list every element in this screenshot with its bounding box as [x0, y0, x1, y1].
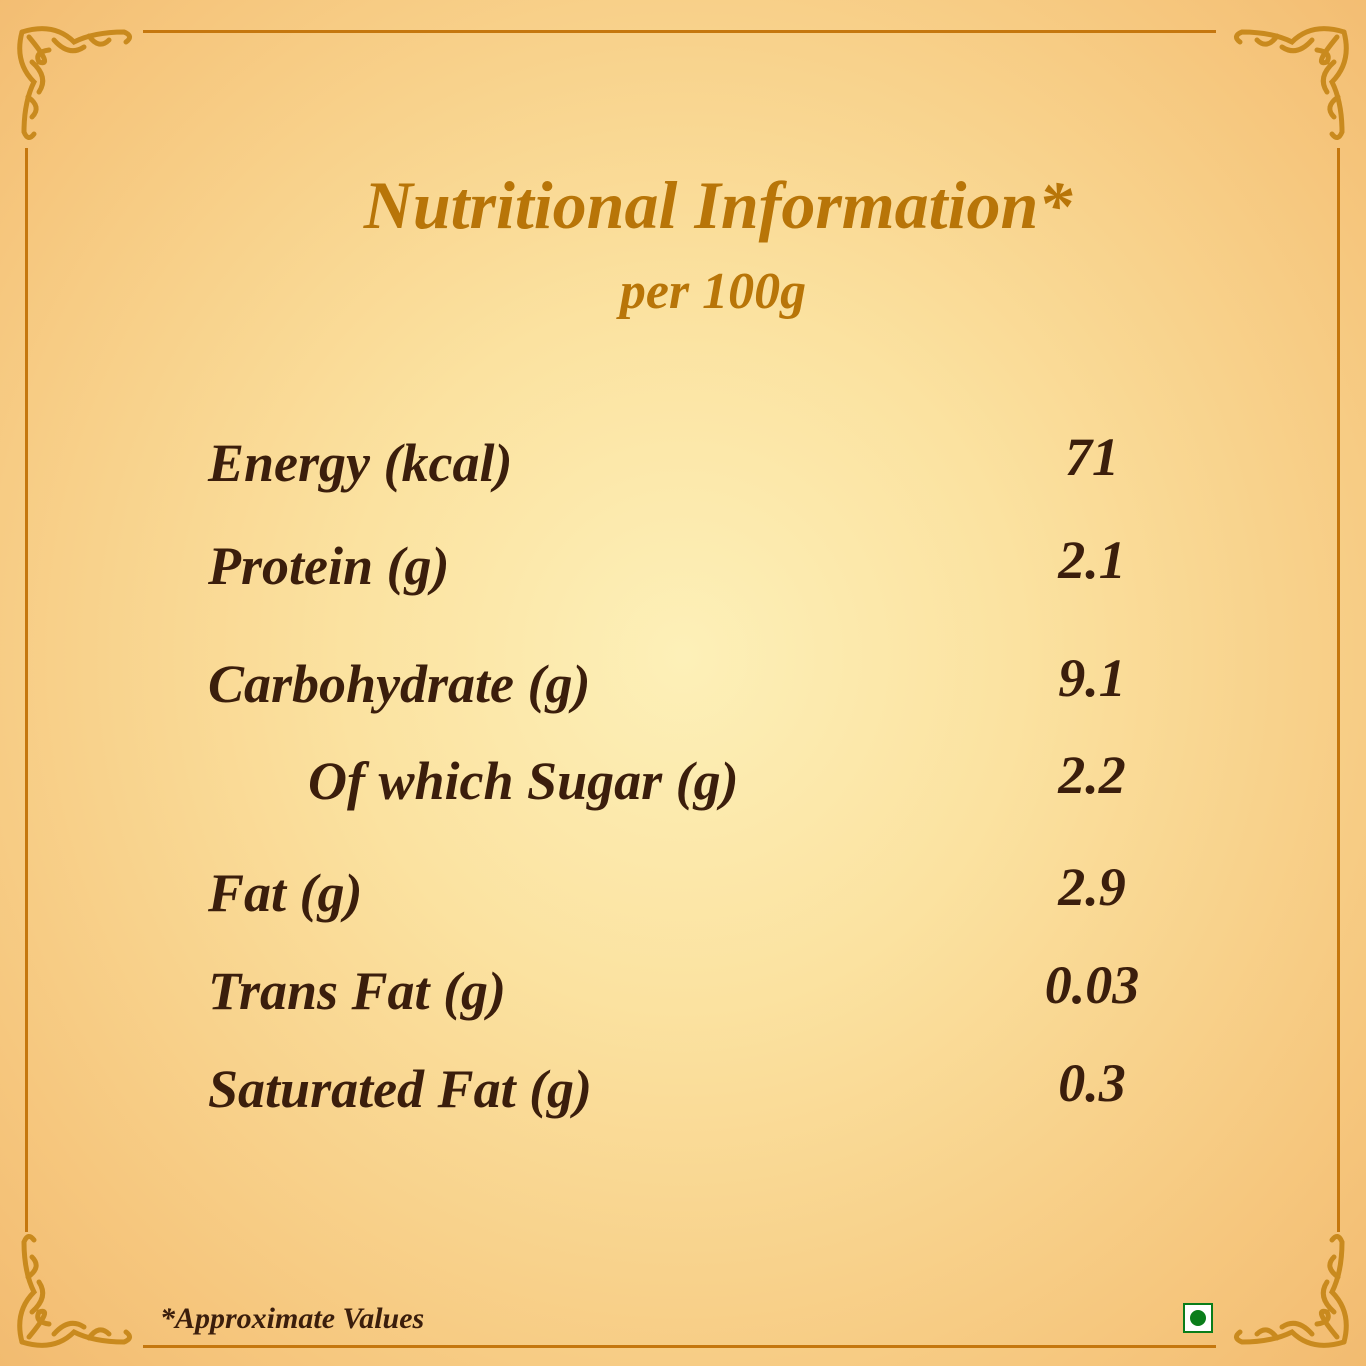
nutrient-row: Trans Fat (g) 0.03 — [0, 955, 1366, 1030]
page-title: Nutritional Information* — [363, 167, 1073, 243]
nutrient-row: Fat (g) 2.9 — [0, 857, 1366, 932]
right-border — [1337, 148, 1340, 1232]
nutrient-value: 71 — [1065, 427, 1119, 487]
nutrient-row: Saturated Fat (g) 0.3 — [0, 1053, 1366, 1128]
corner-ornament-icon — [1234, 26, 1349, 140]
nutrient-row: Energy (kcal) 71 — [0, 427, 1366, 502]
top-border — [143, 30, 1216, 33]
nutrient-value: 2.9 — [1058, 857, 1126, 917]
left-border — [25, 148, 28, 1232]
nutrient-value: 9.1 — [1058, 648, 1126, 708]
nutrient-value: 2.1 — [1058, 530, 1126, 590]
corner-ornament-icon — [17, 1234, 132, 1348]
nutrient-label: Saturated Fat (g) — [208, 1059, 593, 1119]
nutrient-row: Carbohydrate (g) 9.1 — [0, 648, 1366, 723]
corner-ornament-icon — [1234, 1234, 1349, 1348]
nutrient-label: Fat (g) — [208, 863, 363, 923]
nutrient-value: 0.3 — [1058, 1053, 1126, 1113]
nutrient-row: Of which Sugar (g) 2.2 — [0, 745, 1366, 820]
bottom-border — [143, 1345, 1216, 1348]
nutrient-label: Protein (g) — [208, 536, 450, 596]
footnote: *Approximate Values — [160, 1302, 425, 1335]
nutrient-value: 0.03 — [1044, 955, 1140, 1015]
nutrient-label: Trans Fat (g) — [208, 961, 507, 1021]
corner-ornament-icon — [17, 26, 132, 140]
nutrient-label: Carbohydrate (g) — [208, 654, 591, 714]
page-subtitle: per 100g — [619, 263, 807, 320]
vegetarian-symbol-icon — [1183, 1303, 1213, 1333]
nutrient-label: Of which Sugar (g) — [308, 751, 739, 811]
nutrient-row: Protein (g) 2.1 — [0, 530, 1366, 605]
nutrient-label: Energy (kcal) — [208, 433, 513, 493]
nutrient-value: 2.2 — [1058, 745, 1126, 805]
